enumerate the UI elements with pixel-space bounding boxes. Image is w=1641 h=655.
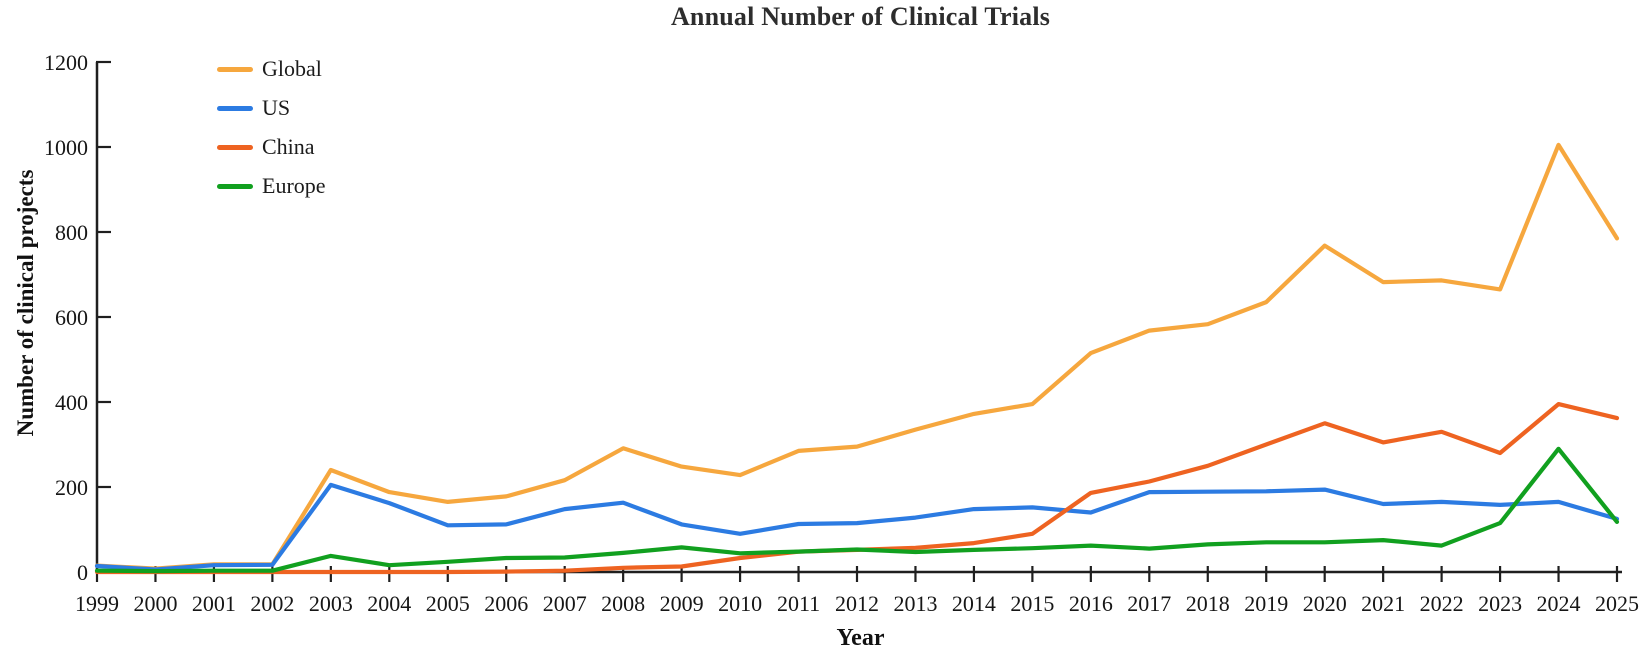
chart-title: Annual Number of Clinical Trials xyxy=(670,2,1051,31)
x-tick-label: 2009 xyxy=(660,591,704,616)
series-line-global xyxy=(94,142,1620,571)
china-line-swatch xyxy=(217,144,253,150)
x-tick-label: 2011 xyxy=(777,591,820,616)
y-tick-label: 400 xyxy=(55,390,88,415)
x-tick-label: 2025 xyxy=(1595,591,1639,616)
x-tick-label: 2020 xyxy=(1303,591,1347,616)
y-tick-label: 1000 xyxy=(44,135,88,160)
x-tick-label: 2014 xyxy=(952,591,996,616)
y-tick-label: 0 xyxy=(77,560,88,585)
x-tick-label: 2005 xyxy=(426,591,470,616)
x-tick-label: 2004 xyxy=(367,591,411,616)
x-tick-label: 2015 xyxy=(1010,591,1054,616)
legend-item-china: China xyxy=(217,136,326,158)
global-line-swatch xyxy=(217,66,253,72)
legend-label-global: Global xyxy=(262,56,322,81)
x-tick-label: 2018 xyxy=(1186,591,1230,616)
x-tick-label: 2022 xyxy=(1420,591,1464,616)
x-tick-label: 2001 xyxy=(192,591,236,616)
x-tick-label: 1999 xyxy=(75,591,119,616)
x-axis-label: Year xyxy=(836,625,885,651)
x-tick-label: 2006 xyxy=(484,591,528,616)
x-tick-label: 2016 xyxy=(1069,591,1113,616)
x-tick-label: 2003 xyxy=(309,591,353,616)
y-tick-label: 200 xyxy=(55,475,88,500)
x-tick-label: 2010 xyxy=(718,591,762,616)
x-tick-label: 2021 xyxy=(1361,591,1405,616)
y-tick-label: 1200 xyxy=(44,50,88,75)
legend-item-europe: Europe xyxy=(217,175,326,197)
axis-spine xyxy=(95,62,1622,574)
y-tick-label: 600 xyxy=(55,305,88,330)
x-tick-label: 2019 xyxy=(1244,591,1288,616)
x-tick-label: 2013 xyxy=(893,591,937,616)
series-line-china xyxy=(94,402,1620,575)
x-tick-label: 2008 xyxy=(601,591,645,616)
legend-item-global: Global xyxy=(217,58,326,80)
legend-label-china: China xyxy=(262,134,315,159)
legend-item-us: US xyxy=(217,97,326,119)
x-tick-label: 2000 xyxy=(133,591,177,616)
series-line-us xyxy=(94,482,1620,572)
x-tick-label: 2002 xyxy=(250,591,294,616)
x-tick-label: 2012 xyxy=(835,591,879,616)
x-tick-label: 2023 xyxy=(1478,591,1522,616)
y-tick-label: 800 xyxy=(55,220,88,245)
x-tick-label: 2017 xyxy=(1127,591,1171,616)
chart-legend: Global US China Europe xyxy=(217,58,326,214)
legend-label-us: US xyxy=(262,95,291,120)
us-line-swatch xyxy=(217,105,253,111)
europe-line-swatch xyxy=(217,183,253,189)
series-line-europe xyxy=(94,446,1620,574)
x-tick-label: 2024 xyxy=(1537,591,1581,616)
legend-label-europe: Europe xyxy=(262,173,326,198)
x-tick-label: 2007 xyxy=(543,591,587,616)
